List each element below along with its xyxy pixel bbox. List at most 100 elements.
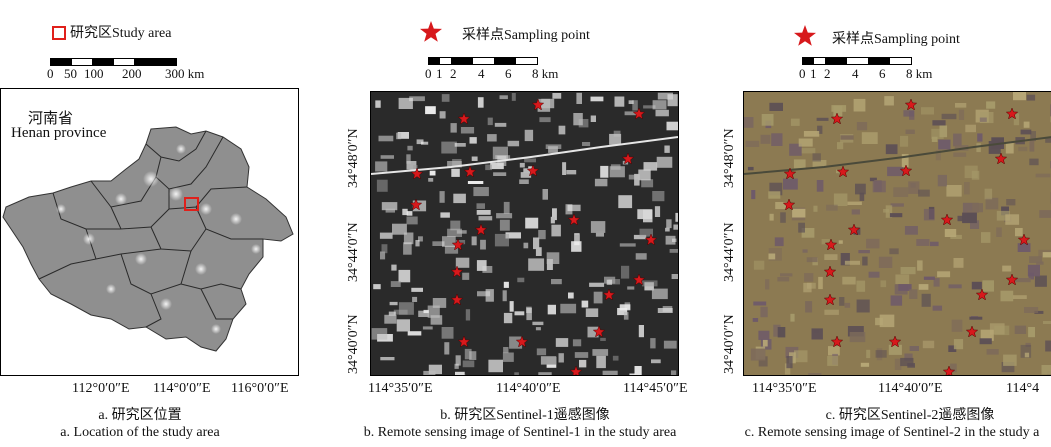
- land-patch: [803, 131, 820, 137]
- land-patch: [860, 362, 870, 367]
- land-patch: [1042, 252, 1051, 258]
- sampling-point-icon: [567, 213, 581, 226]
- land-patch: [441, 141, 457, 154]
- x-tick: 114°40′0″E: [878, 381, 943, 396]
- land-patch: [462, 272, 470, 280]
- land-patch: [1005, 214, 1020, 225]
- land-patch: [652, 100, 667, 110]
- land-patch: [509, 301, 514, 312]
- land-patch: [1029, 158, 1039, 166]
- land-patch: [909, 289, 918, 299]
- land-patch: [545, 144, 562, 149]
- land-patch: [609, 133, 622, 145]
- land-patch: [641, 179, 654, 188]
- land-patch: [525, 217, 539, 229]
- land-patch: [894, 284, 908, 295]
- panel-a-caption-en: a. Location of the study area: [60, 425, 220, 440]
- sampling-point-icon: [1017, 233, 1031, 246]
- land-patch: [471, 236, 477, 246]
- land-patch: [780, 212, 786, 223]
- land-patch: [804, 273, 814, 282]
- y-tick: 34°40′0″N: [722, 314, 737, 374]
- sampling-star-icon: [420, 21, 442, 42]
- sampling-point-icon: [965, 325, 979, 338]
- land-patch: [524, 129, 534, 142]
- land-patch: [1043, 321, 1051, 324]
- land-patch: [821, 239, 830, 245]
- land-patch: [595, 231, 604, 237]
- land-patch: [962, 202, 979, 213]
- land-patch: [903, 110, 915, 117]
- land-patch: [872, 180, 886, 193]
- land-patch: [638, 169, 651, 181]
- land-patch: [496, 213, 513, 219]
- land-patch: [418, 236, 423, 242]
- land-patch: [783, 178, 798, 190]
- land-patch: [589, 282, 605, 287]
- land-patch: [375, 161, 388, 172]
- sampling-point-icon: [942, 365, 956, 375]
- land-patch: [558, 353, 564, 363]
- sentinel2-texture: [744, 92, 1051, 375]
- scale-tick: 8 km: [906, 66, 933, 81]
- sampling-point-icon: [632, 273, 646, 286]
- land-patch: [958, 109, 965, 120]
- land-patch: [574, 352, 589, 358]
- sampling-point-icon: [994, 152, 1008, 165]
- land-patch: [403, 242, 412, 255]
- land-patch: [532, 321, 544, 326]
- land-patch: [664, 145, 670, 153]
- scale-tick: 200: [122, 66, 142, 81]
- land-patch: [751, 190, 756, 200]
- land-patch: [673, 224, 678, 230]
- land-patch: [657, 92, 673, 100]
- land-patch: [558, 125, 566, 135]
- land-patch: [427, 305, 440, 318]
- land-patch: [986, 101, 996, 109]
- land-patch: [371, 328, 388, 340]
- land-patch: [769, 213, 774, 221]
- land-patch: [1000, 290, 1014, 302]
- land-patch: [478, 216, 493, 221]
- sampling-point-icon: [1005, 273, 1019, 286]
- land-patch: [628, 100, 634, 104]
- x-tick: 114°45′0″E: [623, 381, 688, 396]
- land-patch: [1015, 278, 1031, 283]
- land-patch: [844, 302, 851, 308]
- land-patch: [1013, 295, 1027, 299]
- land-patch: [806, 257, 818, 263]
- land-patch: [455, 355, 461, 366]
- land-patch: [535, 247, 542, 256]
- sampling-point-icon: [899, 164, 913, 177]
- land-patch: [817, 125, 823, 134]
- land-patch: [675, 212, 678, 222]
- land-patch: [539, 117, 551, 123]
- land-patch: [593, 291, 603, 304]
- henan-map-frame: 河南省 Henan province: [0, 88, 299, 376]
- land-patch: [465, 309, 471, 321]
- land-patch: [524, 158, 536, 163]
- land-patch: [477, 291, 491, 297]
- panel-c-legend-label: 采样点Sampling point: [832, 32, 960, 47]
- land-patch: [1014, 325, 1027, 334]
- land-patch: [487, 117, 493, 126]
- land-patch: [502, 290, 507, 302]
- land-patch: [617, 308, 628, 316]
- land-patch: [790, 118, 800, 126]
- sampling-point-icon: [451, 238, 465, 251]
- land-patch: [937, 271, 951, 278]
- panel-b-scale-bar: [428, 57, 538, 65]
- land-patch: [1045, 137, 1051, 143]
- land-patch: [932, 120, 946, 126]
- y-tick: 34°44′0″N: [346, 222, 361, 282]
- land-patch: [856, 122, 868, 131]
- land-patch: [447, 161, 462, 168]
- y-tick: 34°48′0″N: [722, 128, 737, 188]
- land-patch: [600, 165, 609, 178]
- panel-b-legend-label: 采样点Sampling point: [462, 28, 590, 43]
- land-patch: [412, 200, 427, 212]
- land-patch: [624, 111, 641, 116]
- land-patch: [878, 256, 893, 268]
- sampling-point-icon: [830, 335, 844, 348]
- land-patch: [393, 309, 408, 315]
